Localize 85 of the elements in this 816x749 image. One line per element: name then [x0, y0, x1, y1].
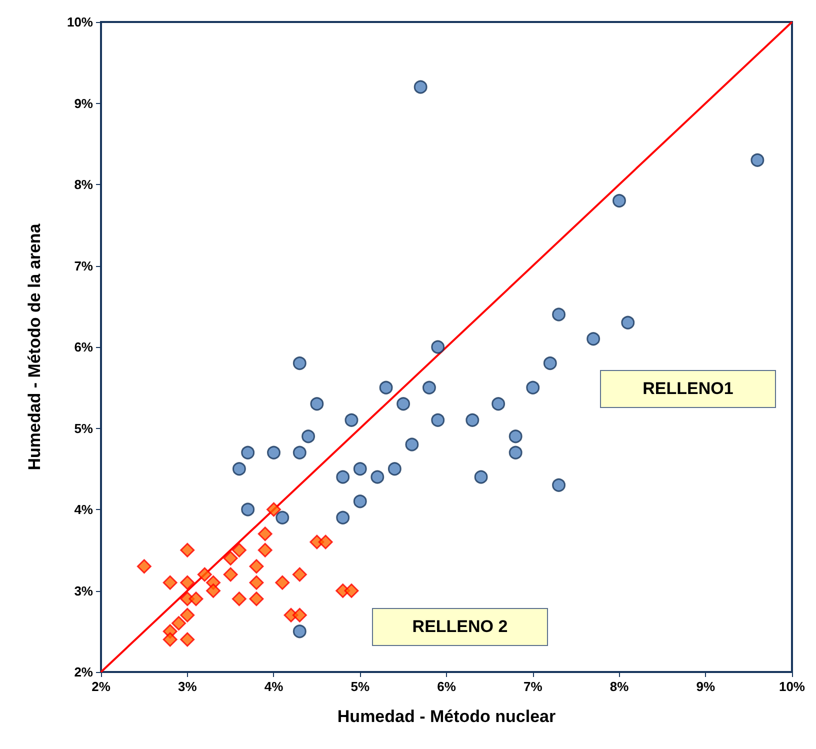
x-tick-label: 3% — [178, 679, 198, 694]
point — [249, 559, 264, 574]
y-tick-label: 4% — [74, 502, 94, 517]
y-tick-label: 3% — [74, 583, 94, 598]
point — [621, 316, 635, 330]
point — [180, 608, 195, 622]
point — [586, 332, 600, 346]
point — [292, 624, 306, 638]
point — [492, 397, 506, 411]
point — [508, 446, 522, 460]
point — [612, 194, 626, 208]
point — [241, 502, 255, 516]
y-tick-label: 8% — [74, 177, 94, 192]
point — [180, 575, 195, 590]
point — [318, 534, 333, 550]
point — [526, 380, 540, 394]
point — [275, 575, 290, 590]
x-tick-label: 9% — [696, 679, 716, 694]
point — [750, 153, 764, 167]
y-axis-title: Humedad - Método de la arena — [25, 223, 44, 470]
point — [162, 632, 178, 647]
point — [422, 380, 436, 394]
point — [266, 502, 281, 517]
x-tick-label: 5% — [350, 679, 370, 694]
label-box: RELLENO 2 — [372, 608, 548, 646]
point — [223, 567, 238, 582]
point — [292, 567, 307, 582]
point — [344, 584, 359, 598]
x-tick-label: 8% — [610, 679, 630, 694]
point — [136, 559, 152, 574]
point — [292, 356, 306, 370]
point — [302, 430, 316, 444]
point — [292, 608, 307, 622]
point — [414, 80, 428, 94]
x-tick-label: 7% — [523, 679, 543, 694]
point — [162, 575, 178, 590]
x-tick-label: 6% — [437, 679, 456, 694]
point — [474, 470, 488, 484]
point — [431, 340, 445, 354]
point — [206, 584, 221, 598]
point — [267, 446, 280, 460]
point — [188, 592, 204, 606]
point — [258, 526, 272, 542]
point — [223, 551, 238, 566]
point — [232, 542, 246, 558]
point — [466, 413, 480, 427]
x-tick-label: 10% — [778, 679, 806, 694]
point — [232, 462, 246, 476]
point — [431, 413, 445, 427]
point — [180, 632, 195, 647]
point — [396, 397, 410, 411]
y-tick-label: 5% — [74, 420, 94, 436]
point — [180, 542, 195, 558]
point — [543, 356, 557, 370]
point — [353, 494, 367, 508]
point — [344, 413, 358, 427]
point — [241, 446, 255, 460]
point — [552, 478, 566, 492]
point — [292, 446, 306, 460]
point — [336, 470, 350, 484]
point — [379, 380, 393, 394]
point — [232, 592, 246, 606]
point — [171, 616, 186, 630]
point — [370, 470, 384, 484]
point — [197, 567, 212, 582]
point — [249, 575, 264, 590]
x-tick-label: 4% — [264, 679, 284, 694]
point — [552, 308, 566, 322]
point — [310, 397, 324, 411]
point — [508, 430, 522, 444]
y-tick-label: 10% — [66, 14, 94, 30]
point — [388, 462, 402, 476]
point — [405, 438, 419, 452]
x-tick-label: 2% — [92, 679, 111, 694]
y-tick-label: 7% — [74, 258, 94, 274]
y-tick-label: 6% — [74, 340, 94, 354]
point — [336, 510, 350, 524]
point — [249, 592, 264, 606]
x-axis-title: Humedad - Método nuclear — [337, 707, 556, 726]
point — [276, 510, 290, 524]
y-tick-label: 9% — [74, 96, 94, 111]
point — [258, 542, 272, 558]
y-tick-label: 2% — [74, 664, 94, 680]
point — [353, 462, 367, 476]
label-box: RELLENO1 — [600, 370, 776, 408]
